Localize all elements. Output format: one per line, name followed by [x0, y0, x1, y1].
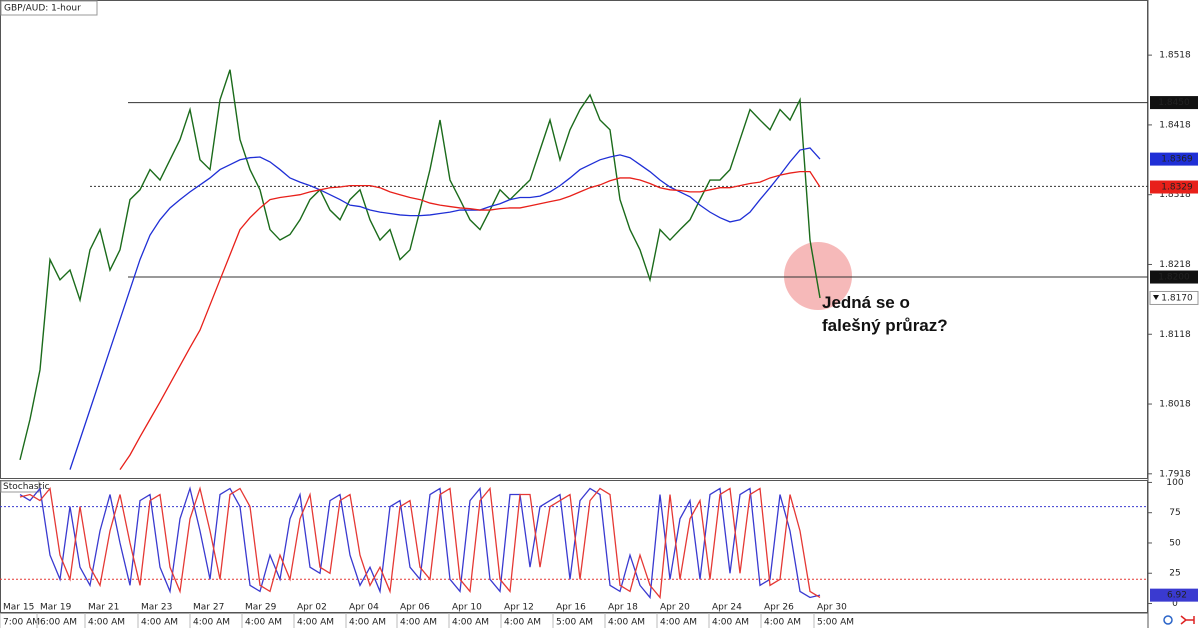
x-tick-time: 6:00 AM: [40, 618, 77, 628]
y-tick-label: 75: [1169, 508, 1180, 518]
x-tick-time: 5:00 AM: [556, 618, 593, 628]
price-tag: [1150, 180, 1198, 194]
x-tick-date: Mar 23: [141, 603, 172, 613]
title-box: [0, 0, 98, 16]
price-tag-label: 1.8369: [1161, 155, 1193, 165]
level-tag-label: 1.8450: [1158, 98, 1190, 108]
y-tick-label: 50: [1169, 538, 1181, 548]
series-line: [69, 147, 821, 470]
x-tick-time: 5:00 AM: [817, 618, 854, 628]
level-tag: [1150, 96, 1198, 110]
y-tick-label: 1.8018: [1159, 400, 1191, 410]
chart-title: GBP/AUD: 1-hour: [4, 4, 81, 14]
y-tick-label: 0: [1172, 599, 1178, 609]
x-tick-time: 4:00 AM: [764, 618, 801, 628]
x-tick-date: Apr 12: [504, 603, 534, 613]
icon[interactable]: [1180, 615, 1195, 625]
x-tick-date: Mar 19: [40, 603, 72, 613]
price-tag: [1150, 152, 1198, 166]
y-tick-label: 25: [1169, 569, 1180, 579]
x-tick-date: Apr 04: [349, 603, 379, 613]
highlight-circle: [784, 242, 852, 310]
x-tick-date: Apr 10: [452, 603, 482, 613]
x-tick-time: 4:00 AM: [349, 618, 386, 628]
x-tick-time: 4:00 AM: [452, 618, 489, 628]
icon[interactable]: [1163, 615, 1173, 625]
x-tick-date: Mar 21: [88, 603, 119, 613]
y-tick-label: 1.8118: [1159, 330, 1191, 340]
x-tick-time: 4:00 AM: [193, 618, 230, 628]
x-tick-date: Apr 02: [297, 603, 327, 613]
x-tick-date: Apr 18: [608, 603, 638, 613]
x-tick-date: Mar 29: [245, 603, 277, 613]
annotation-line: Jedná se o: [822, 293, 910, 312]
level-tag-label: 1.8200: [1158, 273, 1190, 283]
y-tick-label: 1.8218: [1159, 260, 1191, 270]
x-tick-time: 7:00 AM: [3, 618, 40, 628]
price-tag-arrow: [1153, 294, 1159, 300]
x-tick-date: Apr 26: [764, 603, 794, 613]
level-tag: [1150, 270, 1198, 284]
x-tick-time: 4:00 AM: [297, 618, 334, 628]
toolbar-icons: [1163, 615, 1195, 625]
x-tick-date: Mar 27: [193, 603, 224, 613]
stoch-title-box: [0, 480, 40, 493]
y-tick-label: 1.7918: [1159, 469, 1191, 479]
x-tick-date: Apr 06: [400, 603, 430, 613]
series-line: [19, 486, 821, 600]
y-tick-label: 1.8518: [1159, 51, 1191, 61]
price-tag-label: 6.92: [1167, 591, 1187, 601]
x-tick-date: Mar 15: [3, 603, 34, 613]
price-tag: [1150, 588, 1198, 602]
x-tick-date: Apr 30: [817, 603, 847, 613]
x-tick-time: 4:00 AM: [400, 618, 437, 628]
x-tick-date: Apr 24: [712, 603, 742, 613]
annotation-line: falešný průraz?: [822, 316, 948, 335]
series-line: [19, 486, 821, 600]
x-tick-date: Apr 16: [556, 603, 586, 613]
y-tick-label: 1.8318: [1159, 190, 1191, 200]
x-tick-time: 4:00 AM: [608, 618, 645, 628]
x-tick-time: 4:00 AM: [88, 618, 125, 628]
x-tick-time: 4:00 AM: [504, 618, 541, 628]
price-tag-label: 1.8170: [1161, 293, 1193, 303]
x-tick-time: 4:00 AM: [245, 618, 282, 628]
x-tick-time: 4:00 AM: [712, 618, 749, 628]
x-tick-time: 4:00 AM: [141, 618, 178, 628]
y-tick-label: 1.8418: [1159, 120, 1191, 130]
series-line: [19, 69, 821, 461]
price-tag: [1149, 290, 1199, 305]
x-tick-time: 4:00 AM: [660, 618, 697, 628]
stoch-title: Stochastic: [3, 482, 50, 492]
series-line: [119, 171, 821, 470]
price-tag-label: 1.8329: [1161, 183, 1193, 193]
x-tick-date: Apr 20: [660, 603, 690, 613]
y-tick-label: 100: [1166, 478, 1183, 488]
